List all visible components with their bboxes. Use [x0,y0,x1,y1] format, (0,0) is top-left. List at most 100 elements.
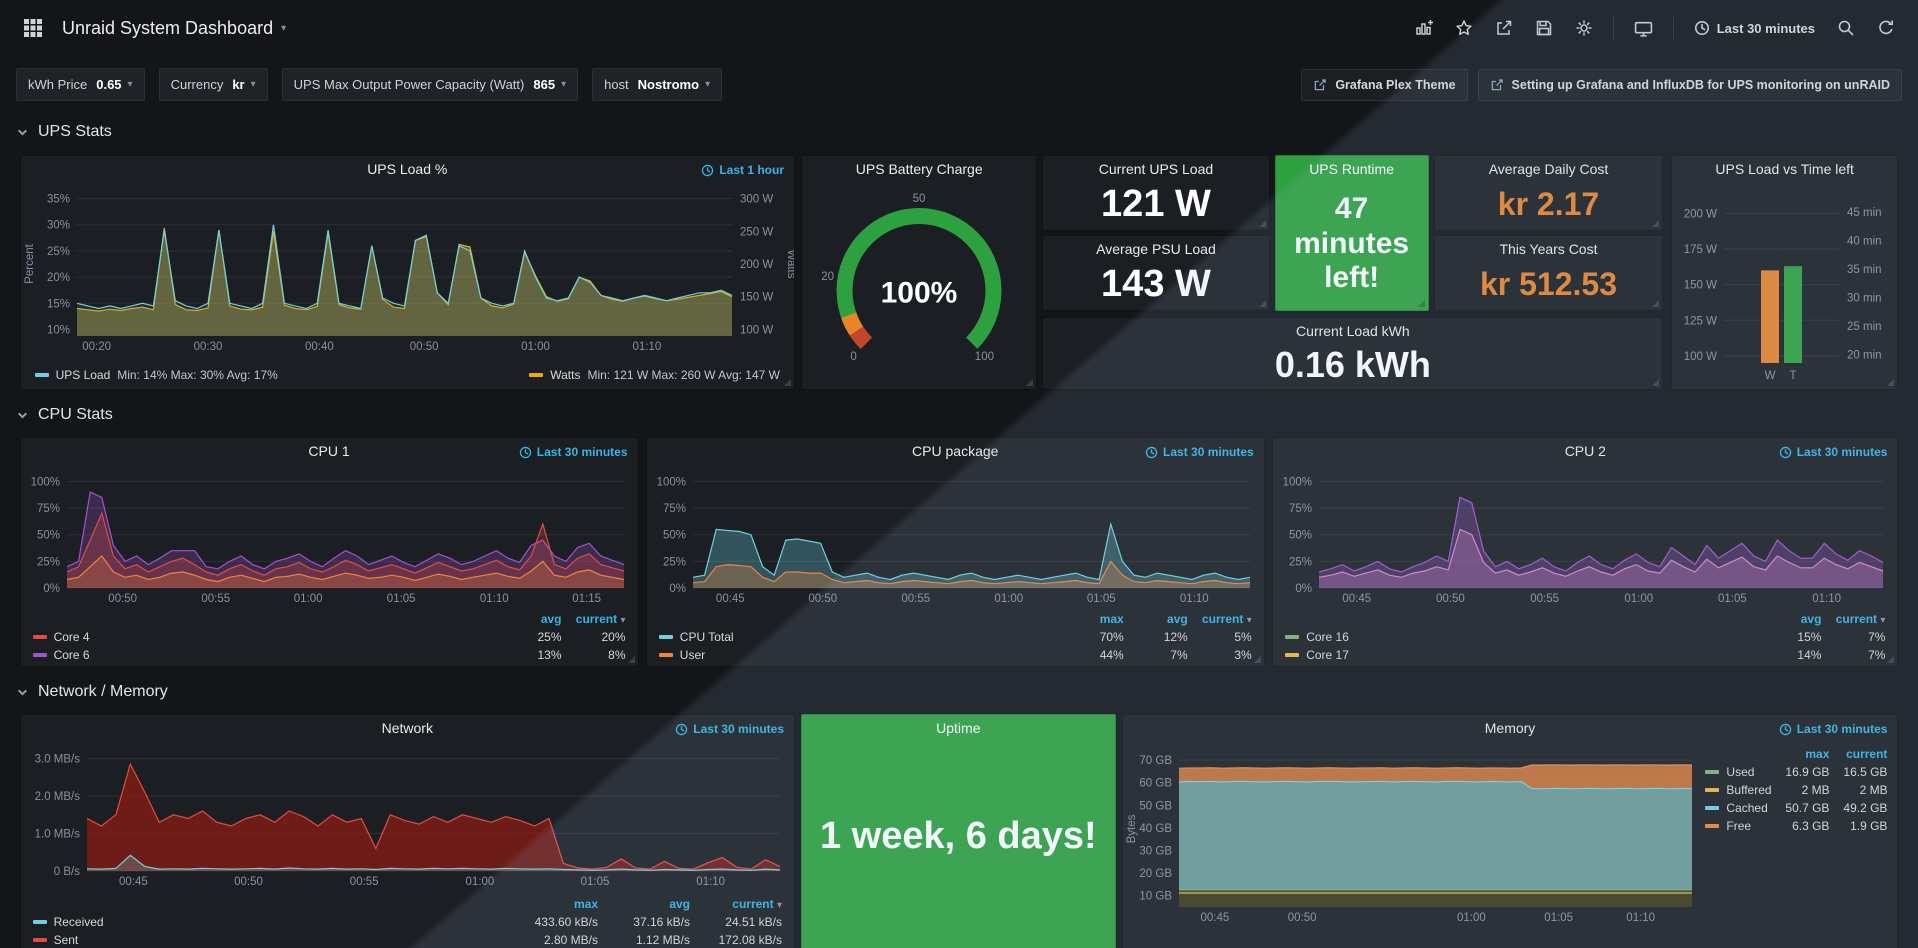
svg-text:150 W: 150 W [740,292,773,304]
legend-value: 8% [608,648,626,662]
var-kwh-price[interactable]: kWh Price 0.65 ▾ [16,68,145,101]
section-cpu-stats[interactable]: CPU Stats [0,404,1918,426]
panel-title[interactable]: Current UPS Load [1098,161,1214,177]
dashboard-title[interactable]: Unraid System Dashboard ▾ [62,18,286,39]
var-currency[interactable]: Currency kr ▾ [158,68,268,101]
legend-series[interactable]: Received [32,915,506,929]
save-button[interactable] [1526,12,1562,44]
section-network-memory[interactable]: Network / Memory [0,681,1918,703]
cpu-package-chart[interactable]: 0% 25% 50% 75% 100% 00:45 00:50 00:55 01:00 01:05… [647,466,1264,606]
panel-title[interactable]: UPS Load vs Time left [1715,161,1854,177]
var-host[interactable]: host Nostromo ▾ [592,68,723,101]
svg-text:100%: 100% [881,277,958,310]
time-range-button[interactable]: Last 30 minutes [1685,13,1824,43]
legend-col-max[interactable]: max [573,897,598,911]
panel-title[interactable]: CPU 2 [1564,443,1606,459]
legend-series[interactable]: Used [1705,765,1771,779]
svg-text:W: W [1765,370,1776,382]
settings-button[interactable] [1566,12,1602,44]
panel-title[interactable]: UPS Load % [367,161,448,177]
panel-title[interactable]: Uptime [936,720,981,736]
zoom-out-button[interactable] [1828,12,1864,44]
svg-text:00:55: 00:55 [201,593,230,605]
panel-title[interactable]: Average PSU Load [1096,241,1216,257]
link-grafana-plex-theme[interactable]: Grafana Plex Theme [1301,68,1468,101]
legend-series[interactable]: Buffered [1705,783,1772,797]
gauge-canvas: 0 20 50 100 100% [821,193,1002,363]
legend-row: Free 6.3 GB 1.9 GB [1705,817,1887,835]
ups-battery-gauge[interactable]: 0 20 50 100 100% [802,182,1036,383]
legend-col-max[interactable]: max [1805,747,1830,761]
share-button[interactable] [1486,12,1522,44]
ups-load-chart[interactable]: 10% 15% 20% 25% 30% 35% 100 W 150 W 200 W 250 W 30… [21,184,794,354]
search-icon [1838,20,1854,36]
legend-value: 7% [1868,630,1886,644]
legend-col-current[interactable]: current ▾ [732,897,782,911]
panel-title[interactable]: UPS Battery Charge [855,161,983,177]
svg-text:20 min: 20 min [1847,349,1882,361]
panel-title[interactable]: Average Daily Cost [1488,161,1609,177]
legend-series[interactable]: CPU Total [658,630,1060,644]
svg-text:00:50: 00:50 [409,341,438,353]
legend-col-current[interactable]: current ▾ [1202,612,1252,626]
legend-row: Core 16 15% 7% [1285,628,1885,646]
var-ups-max-output[interactable]: UPS Max Output Power Capacity (Watt) 865… [281,68,579,101]
navbar: Unraid System Dashboard ▾ Last 30 minute… [0,0,1918,56]
svg-text:50 GB: 50 GB [1139,800,1172,812]
cpu2-chart[interactable]: 0% 25% 50% 75% 100% 00:45 00:50 00:55 01:00 01:05… [1273,466,1897,606]
legend-value: 20% [601,630,626,644]
dashboard-picker-button[interactable] [14,11,52,45]
legend-series[interactable]: UPS Load Min: 14% Max: 30% Avg: 17% [34,368,278,382]
legend-series[interactable]: Core 6 [32,648,498,662]
panel-title[interactable]: UPS Runtime [1309,161,1394,177]
panel-title[interactable]: This Years Cost [1499,241,1598,257]
save-icon [1536,20,1551,36]
legend-col-current[interactable]: current [1846,747,1888,761]
panel-title[interactable]: Network [381,720,433,736]
legend-series[interactable]: Core 16 [1285,630,1757,644]
add-panel-button[interactable] [1406,12,1442,44]
panel-title[interactable]: CPU 1 [308,443,350,459]
memory-chart[interactable]: 10 GB 20 GB 30 GB 40 GB 50 GB 60 GB 70 GB 00:45… [1123,743,1702,925]
section-ups-stats[interactable]: UPS Stats [0,121,1918,143]
chart-canvas: 0% 25% 50% 75% 100% 00:45 00:50 00:55 01:00 01:05… [1283,476,1884,605]
star-button[interactable] [1446,12,1482,44]
chart-canvas: 10 GB 20 GB 30 GB 40 GB 50 GB 60 GB 70 GB 00:45… [1126,755,1692,924]
clock-icon [1145,446,1158,458]
star-icon [1456,20,1472,36]
legend-col-current[interactable]: current ▾ [1835,612,1886,626]
svg-text:01:10: 01:10 [1180,593,1209,605]
legend-series[interactable]: Core 4 [32,630,498,644]
legend-series[interactable]: Watts Min: 121 W Max: 260 W Avg: 147 W [529,368,780,382]
network-chart[interactable]: 0 B/s 1.0 MB/s 2.0 MB/s 3.0 MB/s 00:45 00:50 0… [21,743,794,889]
svg-text:Watts: Watts [785,250,794,279]
panel-title[interactable]: Memory [1484,720,1536,736]
legend-header: max current [1705,745,1887,763]
svg-text:30 GB: 30 GB [1139,845,1172,857]
link-grafana-influxdb-guide[interactable]: Setting up Grafana and InfluxDB for UPS … [1477,68,1902,101]
legend-col-avg[interactable]: avg [1800,612,1822,626]
legend-series[interactable]: Cached [1705,801,1771,815]
network-legend: max avg current ▾ Received 433.60 kB/s 37.16 … [32,895,782,948]
legend-col-current[interactable]: current ▾ [575,612,626,626]
legend-col-avg[interactable]: avg [540,612,562,626]
cpu1-chart[interactable]: 0% 25% 50% 75% 100% 00:50 00:55 01:00 01:05 01:10… [21,466,638,606]
legend-col-max[interactable]: max [1099,612,1124,626]
panel-title[interactable]: CPU package [912,443,999,459]
legend-col-avg[interactable]: avg [669,897,690,911]
legend-series[interactable]: Core 17 [1285,648,1757,662]
legend-series[interactable]: Sent [32,933,506,947]
ups-load-vs-time-chart[interactable]: 100 W 125 W 150 W 175 W 200 W 20 min 25 min 30 … [1672,182,1897,385]
var-value: 0.65 [96,77,122,92]
panel-title[interactable]: Current Load kWh [1296,323,1410,339]
svg-text:35 min: 35 min [1847,264,1882,276]
legend-row: Used 16.9 GB 16.5 GB [1705,763,1887,781]
legend-series[interactable]: User [658,648,1060,662]
svg-text:Bytes: Bytes [1126,814,1138,843]
legend-col-avg[interactable]: avg [1167,612,1188,626]
legend-series[interactable]: Free [1705,819,1771,833]
cycle-view-button[interactable] [1625,12,1662,45]
panel-time-override: Last 30 minutes [1779,445,1887,459]
svg-text:01:15: 01:15 [572,593,601,605]
refresh-button[interactable] [1868,12,1904,44]
